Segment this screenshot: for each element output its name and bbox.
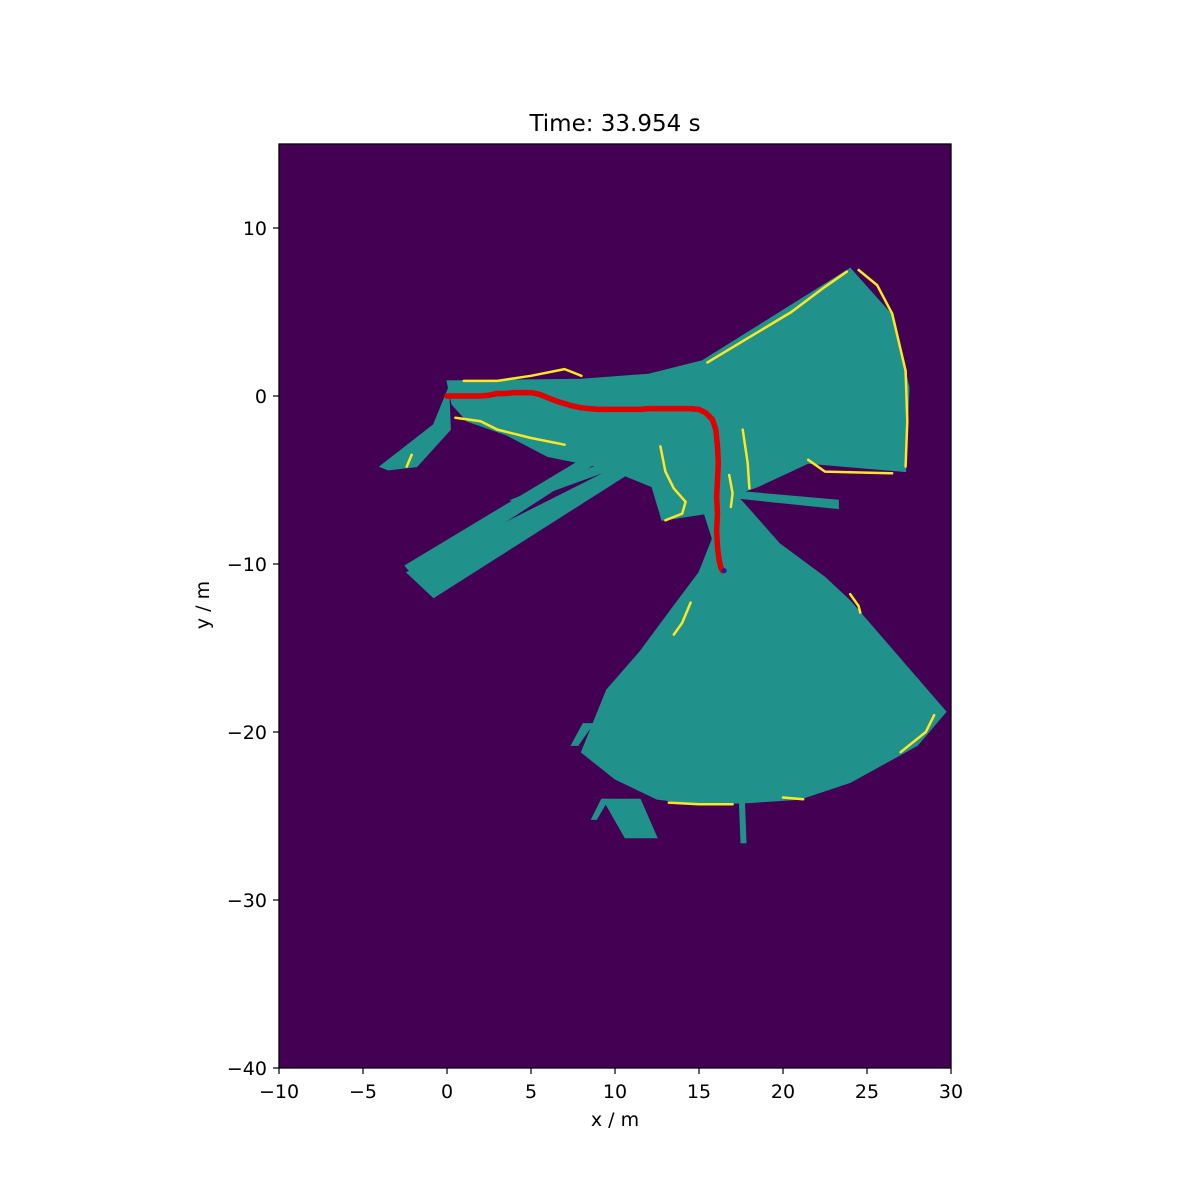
y-axis: −40 −30 −20 −10 0 10 bbox=[227, 218, 279, 1080]
obstacle-1 bbox=[454, 416, 566, 446]
x-tick-label-3: 5 bbox=[525, 1081, 537, 1103]
y-tick-label-5: 10 bbox=[243, 218, 267, 240]
obstacle-4 bbox=[806, 458, 894, 475]
x-tick-label-7: 25 bbox=[855, 1081, 879, 1103]
obstacle-3 bbox=[857, 268, 909, 468]
robot-marker bbox=[721, 568, 727, 574]
free-region-8 bbox=[738, 798, 747, 844]
trajectory-layer bbox=[444, 389, 727, 574]
trajectory-line bbox=[444, 389, 726, 574]
obstacle-7 bbox=[899, 713, 936, 754]
free-region-4 bbox=[405, 462, 633, 599]
free-region-10 bbox=[570, 723, 595, 746]
obstacle-0 bbox=[462, 367, 583, 383]
free-region-6 bbox=[723, 489, 839, 510]
y-tick-label-2: −20 bbox=[227, 722, 267, 744]
x-tick-label-2: 0 bbox=[441, 1081, 453, 1103]
free-space-layer bbox=[378, 267, 947, 844]
y-tick-label-1: −30 bbox=[227, 890, 267, 912]
x-tick-label-8: 30 bbox=[939, 1081, 963, 1103]
y-tick-label-4: 0 bbox=[255, 386, 267, 408]
y-axis-label: y / m bbox=[192, 581, 214, 629]
obstacle-5 bbox=[672, 601, 692, 636]
x-axis-label: x / m bbox=[591, 1109, 639, 1131]
plot-area bbox=[278, 143, 952, 1069]
obstacle-layer bbox=[405, 268, 936, 806]
free-region-5 bbox=[509, 437, 672, 505]
free-region-9 bbox=[590, 798, 610, 820]
obstacle-11 bbox=[741, 428, 751, 490]
obstacle-12 bbox=[727, 473, 734, 509]
x-tick-label-5: 15 bbox=[687, 1081, 711, 1103]
obstacle-9 bbox=[781, 796, 805, 801]
free-region-1 bbox=[378, 387, 451, 471]
free-region-7 bbox=[602, 798, 658, 839]
obstacle-13 bbox=[405, 453, 413, 468]
obstacle-2 bbox=[706, 270, 849, 364]
x-tick-label-0: −10 bbox=[259, 1081, 299, 1103]
obstacle-8 bbox=[667, 801, 734, 806]
x-tick-label-6: 20 bbox=[771, 1081, 795, 1103]
free-region-2 bbox=[580, 482, 947, 805]
obstacle-10 bbox=[659, 445, 687, 522]
x-axis: −10 −5 0 5 10 15 20 25 30 bbox=[259, 1068, 963, 1103]
chart-title: Time: 33.954 s bbox=[528, 111, 700, 137]
y-tick-label-3: −10 bbox=[227, 554, 267, 576]
y-tick-label-0: −40 bbox=[227, 1058, 267, 1080]
obstacle-6 bbox=[848, 592, 862, 614]
x-tick-label-1: −5 bbox=[349, 1081, 377, 1103]
x-tick-label-4: 10 bbox=[603, 1081, 627, 1103]
